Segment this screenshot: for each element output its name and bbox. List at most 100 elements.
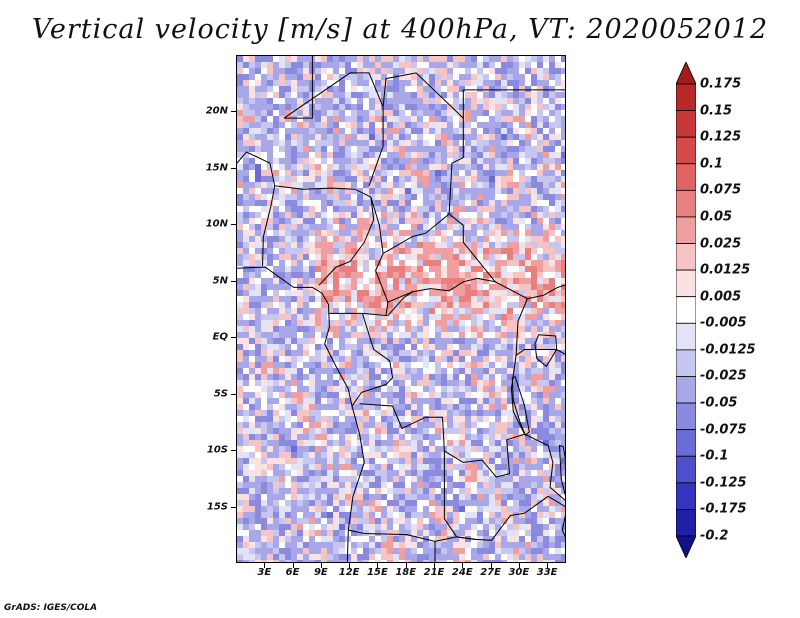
field-cell <box>417 128 424 135</box>
field-cell <box>417 440 424 447</box>
field-cell <box>483 74 490 81</box>
field-cell <box>405 374 412 381</box>
field-cell <box>471 464 478 471</box>
field-cell <box>255 206 262 213</box>
field-cell <box>351 440 358 447</box>
field-cell <box>447 398 454 405</box>
field-cell <box>399 128 406 135</box>
field-cell <box>555 134 562 141</box>
field-cell <box>243 422 250 429</box>
field-cell <box>477 230 484 237</box>
field-cell <box>357 506 364 513</box>
field-cell <box>327 212 334 219</box>
field-cell <box>303 434 310 441</box>
field-cell <box>345 284 352 291</box>
field-cell <box>345 476 352 483</box>
field-cell <box>459 554 466 561</box>
field-cell <box>477 494 484 501</box>
field-cell <box>465 254 472 261</box>
field-cell <box>345 188 352 195</box>
field-cell <box>561 326 565 333</box>
field-cell <box>393 410 400 417</box>
field-cell <box>507 386 514 393</box>
field-cell <box>369 416 376 423</box>
field-cell <box>351 392 358 399</box>
field-cell <box>411 422 418 429</box>
field-cell <box>459 128 466 135</box>
field-cell <box>375 362 382 369</box>
field-cell <box>465 530 472 537</box>
field-cell <box>537 194 544 201</box>
field-cell <box>309 356 316 363</box>
field-cell <box>555 290 562 297</box>
colorbar-label: -0.125 <box>700 475 747 491</box>
field-cell <box>531 206 538 213</box>
field-cell <box>447 152 454 159</box>
lon-label: 3E <box>257 567 272 578</box>
field-cell <box>285 236 292 243</box>
field-cell <box>303 524 310 531</box>
field-cell <box>237 86 244 93</box>
field-cell <box>411 86 418 93</box>
field-cell <box>435 530 442 537</box>
field-cell <box>291 152 298 159</box>
field-cell <box>501 290 508 297</box>
field-cell <box>381 356 388 363</box>
field-cell <box>321 122 328 129</box>
field-cell <box>519 254 526 261</box>
field-cell <box>447 62 454 69</box>
field-cell <box>513 266 520 273</box>
field-cell <box>543 308 550 315</box>
field-cell <box>387 536 394 543</box>
field-cell <box>399 218 406 225</box>
field-cell <box>321 68 328 75</box>
field-cell <box>423 224 430 231</box>
field-cell <box>291 62 298 69</box>
field-cell <box>561 338 565 345</box>
field-cell <box>465 98 472 105</box>
field-cell <box>447 56 454 63</box>
field-cell <box>327 512 334 519</box>
field-cell <box>489 200 496 207</box>
field-cell <box>339 314 346 321</box>
field-cell <box>453 170 460 177</box>
field-cell <box>477 278 484 285</box>
field-cell <box>423 176 430 183</box>
field-cell <box>351 344 358 351</box>
field-cell <box>297 296 304 303</box>
field-cell <box>255 296 262 303</box>
field-cell <box>555 236 562 243</box>
field-cell <box>549 440 556 447</box>
field-cell <box>537 344 544 351</box>
field-cell <box>369 524 376 531</box>
field-cell <box>489 368 496 375</box>
field-cell <box>267 98 274 105</box>
field-cell <box>465 206 472 213</box>
field-cell <box>357 158 364 165</box>
field-cell <box>537 290 544 297</box>
field-cell <box>543 242 550 249</box>
field-cell <box>459 500 466 507</box>
field-cell <box>321 236 328 243</box>
field-cell <box>543 212 550 219</box>
field-cell <box>531 266 538 273</box>
field-cell <box>513 554 520 561</box>
field-cell <box>417 548 424 555</box>
field-cell <box>405 170 412 177</box>
field-cell <box>237 56 244 63</box>
field-cell <box>453 164 460 171</box>
colorbar-label: -0.175 <box>700 501 747 517</box>
field-cell <box>447 116 454 123</box>
field-cell <box>525 404 532 411</box>
field-cell <box>363 542 370 549</box>
field-cell <box>237 308 244 315</box>
field-cell <box>387 290 394 297</box>
field-cell <box>537 278 544 285</box>
field-cell <box>435 476 442 483</box>
field-cell <box>519 314 526 321</box>
field-cell <box>405 308 412 315</box>
field-cell <box>327 380 334 387</box>
field-cell <box>369 506 376 513</box>
field-cell <box>243 380 250 387</box>
field-cell <box>249 560 256 562</box>
